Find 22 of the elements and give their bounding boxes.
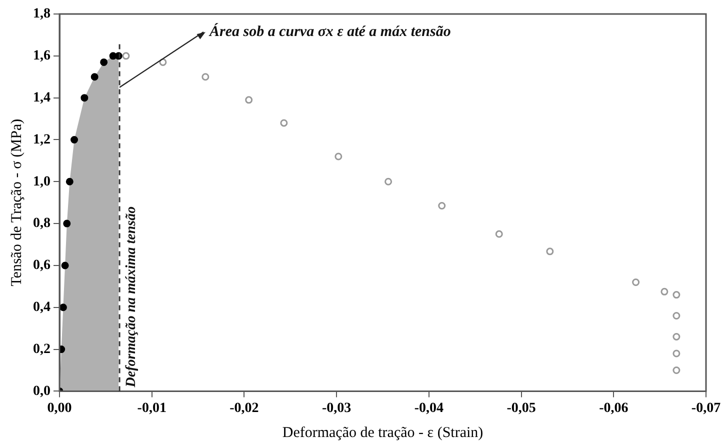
- y-axis-title: Tensão de Tração - σ (MPa): [8, 118, 25, 286]
- y-tick-label: 0,6: [33, 258, 50, 274]
- y-tick-label: 1,6: [33, 48, 50, 64]
- y-tick-label: 0,0: [33, 384, 50, 399]
- x-tick-label: -0,06: [599, 401, 628, 416]
- x-tick-label: -0,03: [322, 401, 352, 416]
- ref-line-label: Deformação na máxima tensão: [124, 206, 140, 388]
- x-axis-title: Deformação de tração - ε (Strain): [282, 424, 484, 441]
- x-tick-label: -0,02: [230, 401, 259, 416]
- y-tick-label: 0,8: [33, 216, 50, 232]
- y-tick-label: 0,2: [33, 342, 50, 357]
- annotation: Área sob a curva σx ε até a máx tensão: [208, 22, 451, 40]
- y-tick-label: 1,8: [33, 6, 50, 22]
- x-tick-label: -0,01: [137, 401, 166, 416]
- y-tick-label: 1,4: [33, 90, 50, 106]
- x-tick-label: -0,07: [691, 401, 721, 416]
- x-tick-label: 0,00: [47, 401, 72, 416]
- x-tick-label: -0,04: [414, 401, 444, 416]
- y-tick-label: 1,2: [33, 132, 50, 148]
- y-tick-label: 1,0: [33, 174, 50, 190]
- y-tick-label: 0,4: [33, 300, 50, 315]
- x-tick-label: -0,05: [506, 401, 536, 416]
